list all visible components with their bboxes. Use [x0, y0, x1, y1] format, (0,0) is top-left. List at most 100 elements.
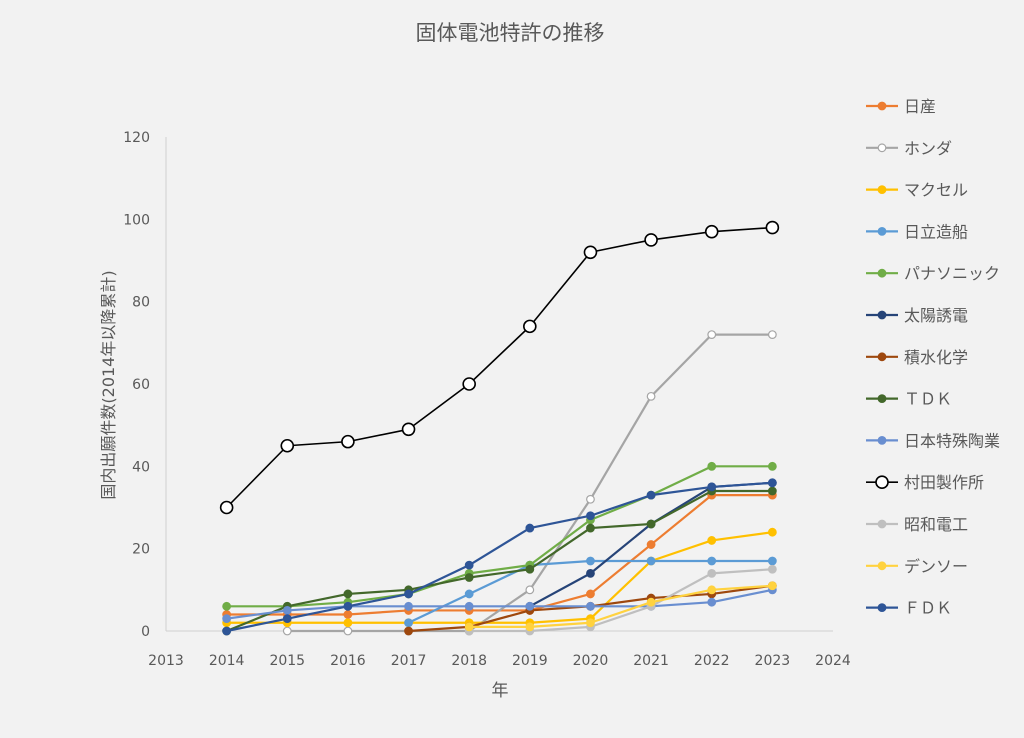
y-tick-label: 20 — [132, 542, 150, 558]
data-point — [525, 622, 535, 632]
data-point — [767, 581, 777, 591]
legend-marker — [875, 475, 889, 490]
y-tick-label: 0 — [141, 624, 150, 640]
legend-label: 村田製作所 — [904, 473, 984, 492]
data-point — [525, 585, 535, 595]
legend-label: マクセル — [904, 181, 968, 200]
legend-label: ＴＤＫ — [904, 390, 952, 409]
series-line — [226, 531, 773, 624]
series-5 — [222, 461, 777, 611]
data-point — [767, 478, 777, 488]
data-point — [343, 626, 353, 636]
data-point — [464, 601, 474, 611]
data-point — [646, 391, 656, 401]
data-point — [646, 519, 656, 529]
series-lines — [219, 220, 780, 636]
data-point — [767, 564, 777, 574]
x-axis-label: 年 — [492, 681, 509, 701]
data-point — [525, 523, 535, 533]
x-tick-label: 2023 — [755, 653, 791, 669]
data-point — [644, 233, 658, 247]
legend-label: 昭和電工 — [904, 515, 968, 534]
legend-marker — [877, 519, 887, 529]
series-2 — [282, 330, 777, 636]
data-point — [707, 585, 717, 595]
y-tick-label: 120 — [123, 130, 150, 146]
x-tick-label: 2015 — [269, 653, 305, 669]
series-1 — [222, 490, 777, 619]
series-line — [226, 588, 773, 620]
data-point — [219, 500, 234, 515]
data-point — [343, 601, 353, 611]
series-line — [226, 489, 773, 633]
legend-item: マクセル — [866, 181, 968, 200]
data-point — [707, 461, 717, 471]
data-point — [343, 618, 353, 628]
legend-marker — [877, 268, 887, 278]
legend-item: 昭和電工 — [866, 515, 968, 534]
data-point — [704, 224, 719, 239]
data-point — [707, 330, 717, 340]
legend-label: 日本特殊陶業 — [904, 431, 1000, 450]
data-point — [586, 523, 595, 533]
legend-marker — [877, 310, 887, 320]
data-point — [341, 434, 355, 449]
legend-item: デンソー — [866, 557, 968, 576]
series-line — [469, 584, 773, 628]
data-point — [646, 540, 656, 549]
legend-item: 村田製作所 — [866, 473, 984, 492]
series-9 — [222, 585, 777, 624]
legend-marker — [877, 436, 887, 445]
series-line — [226, 481, 773, 633]
data-point — [464, 589, 474, 599]
data-point — [646, 597, 656, 607]
legend-item: ホンダ — [866, 139, 952, 158]
x-tick-label: 2013 — [148, 653, 184, 669]
data-point — [586, 589, 595, 599]
data-point — [464, 622, 474, 632]
data-point — [707, 536, 717, 545]
data-point — [586, 511, 595, 521]
legend-item: 日産 — [866, 97, 936, 116]
data-point — [282, 614, 292, 624]
data-point — [401, 422, 416, 437]
legend-marker — [877, 226, 887, 236]
data-point — [767, 527, 777, 537]
series-13 — [222, 478, 777, 636]
y-axis-label: 国内出願件数(2014年以降累計) — [99, 270, 118, 499]
x-tick-label: 2022 — [694, 653, 730, 669]
data-point — [646, 490, 656, 500]
data-point — [523, 319, 537, 334]
data-point — [707, 556, 717, 566]
x-tick-label: 2021 — [633, 653, 669, 669]
chart-title: 固体電池特許の推移 — [416, 21, 605, 45]
legend-label: 太陽誘電 — [904, 306, 968, 325]
data-point — [282, 606, 292, 615]
legend-label: ＦＤＫ — [904, 599, 952, 618]
data-point — [525, 601, 535, 611]
data-point — [222, 614, 232, 624]
x-tick-label: 2018 — [451, 653, 487, 669]
data-point — [586, 556, 595, 566]
legend-marker — [877, 603, 887, 612]
data-point — [404, 626, 413, 636]
data-point — [767, 556, 777, 566]
x-tick-label: 2020 — [573, 653, 609, 669]
x-tick-label: 2024 — [815, 653, 851, 669]
x-tick-label: 2016 — [330, 653, 366, 669]
data-point — [282, 626, 292, 636]
legend-label: 積水化学 — [904, 348, 968, 367]
data-point — [586, 568, 595, 578]
legend-label: 日立造船 — [904, 222, 968, 241]
legend-item: パナソニック — [866, 264, 1000, 283]
legend-label: 日産 — [904, 97, 936, 116]
data-point — [767, 330, 777, 340]
data-point — [222, 626, 232, 636]
series-12 — [464, 581, 777, 632]
legend-item: 積水化学 — [866, 348, 968, 367]
data-point — [646, 556, 656, 566]
legend-marker — [877, 185, 887, 195]
series-3 — [222, 527, 777, 628]
